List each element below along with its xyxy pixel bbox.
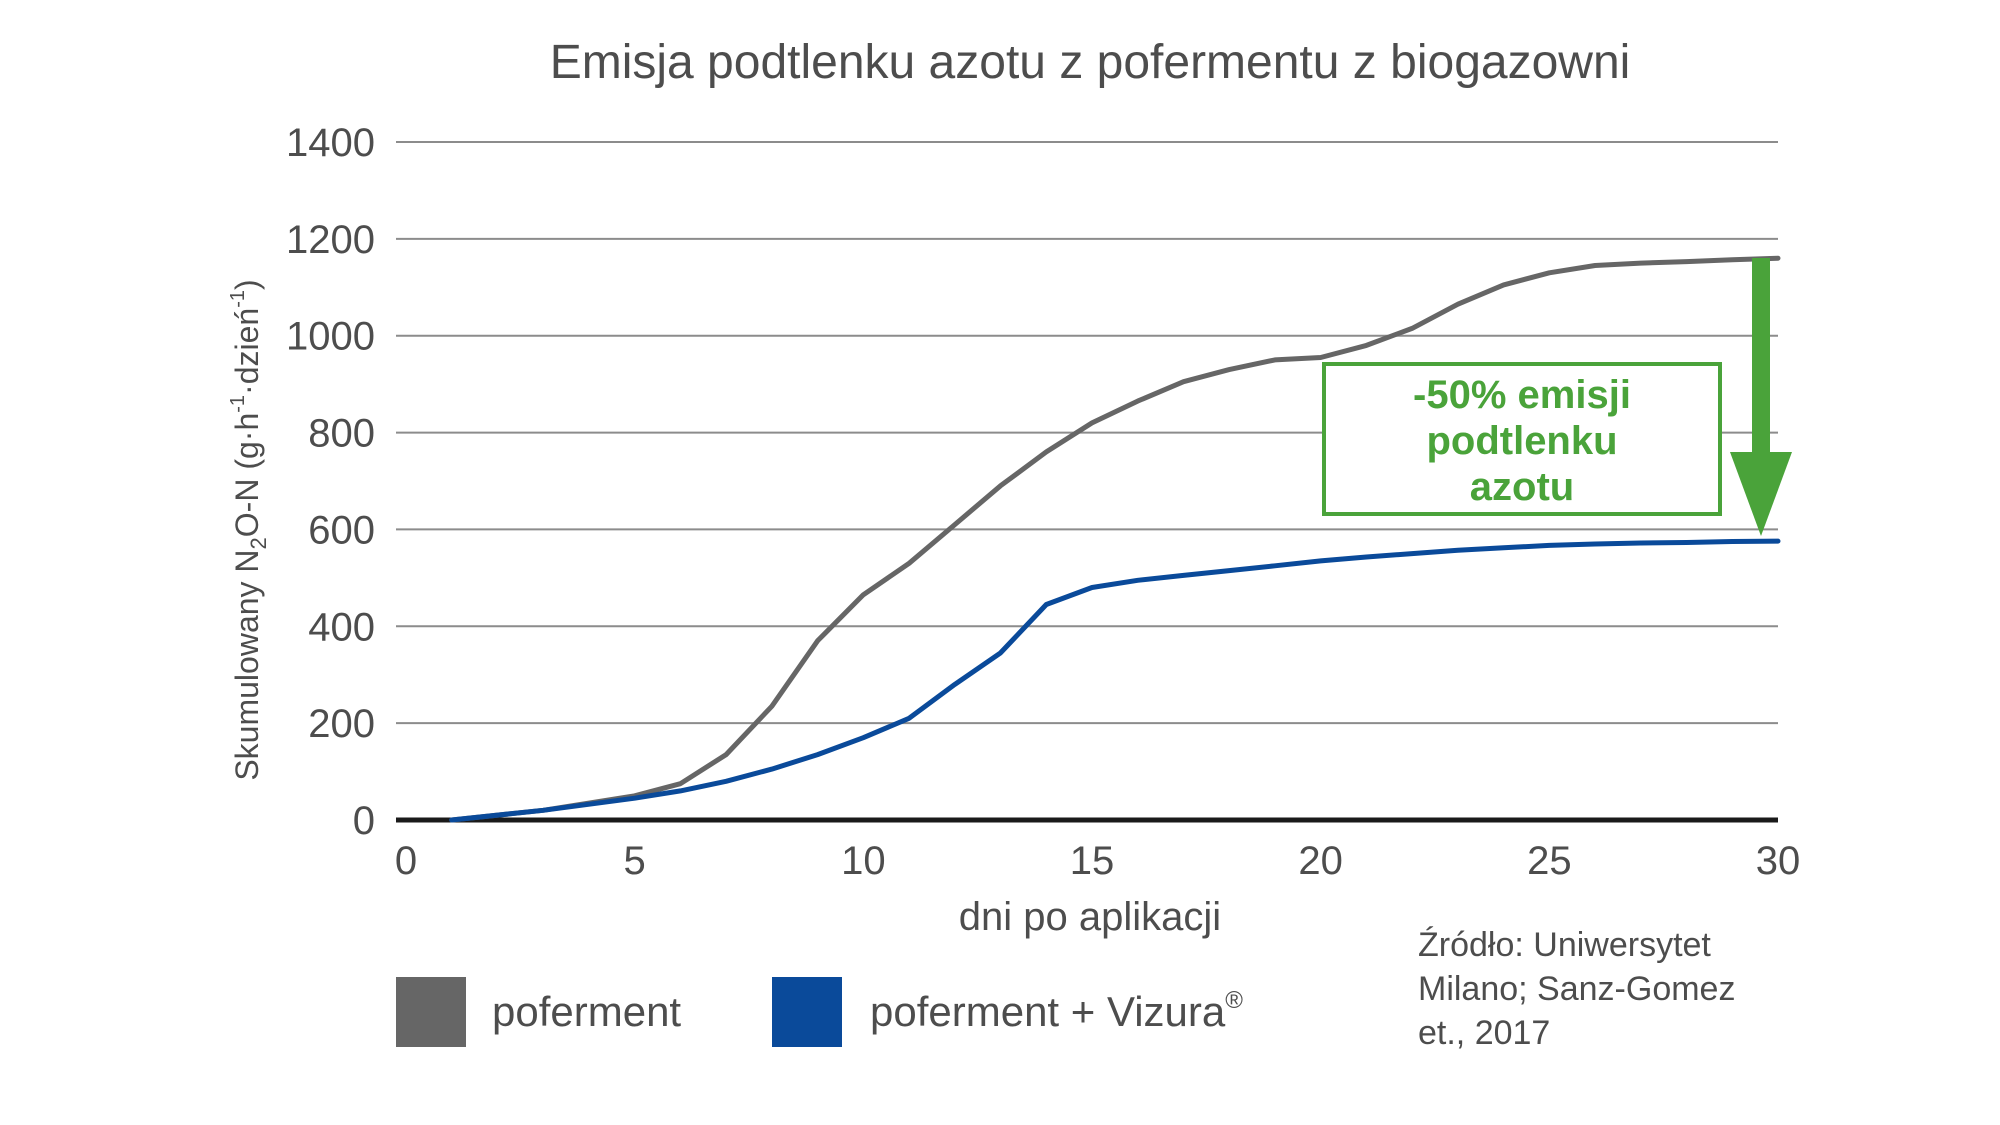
reduction-arrow-icon [1730, 258, 1792, 536]
x-tick-30: 30 [1756, 839, 1801, 883]
annotation-line-1: -50% emisji [1413, 373, 1631, 417]
x-tick-15: 15 [1070, 839, 1115, 883]
legend: poferment poferment + Vizura® [396, 977, 1243, 1047]
y-tick-0: 0 [353, 799, 375, 843]
legend-label-poferment: poferment [492, 988, 681, 1035]
grid [396, 141, 1778, 823]
y-tick-800: 800 [308, 412, 375, 456]
chart-title: Emisja podtlenku azotu z pofermentu z bi… [550, 36, 1631, 89]
series-lines [449, 255, 1781, 823]
y-tick-400: 400 [308, 605, 375, 649]
x-tick-20: 20 [1298, 839, 1343, 883]
y-tick-1200: 1200 [286, 218, 375, 262]
x-tick-0: 0 [395, 839, 417, 883]
y-tick-1400: 1400 [286, 121, 375, 165]
source-note: Źródło: Uniwersytet Milano; Sanz-Gomez e… [1418, 926, 1735, 1052]
y-tick-200: 200 [308, 702, 375, 746]
y-tick-600: 600 [308, 508, 375, 552]
y-tick-labels: 0 200 400 600 800 1000 1200 1400 [286, 121, 375, 843]
x-axis-label: dni po aplikacji [959, 895, 1221, 939]
legend-swatch-poferment-vizura [772, 977, 842, 1047]
x-tick-10: 10 [841, 839, 886, 883]
legend-label-poferment-vizura: poferment + Vizura® [870, 987, 1243, 1035]
source-line-1: Źródło: Uniwersytet [1418, 926, 1711, 964]
legend-swatch-poferment [396, 977, 466, 1047]
source-line-3: et., 2017 [1418, 1014, 1550, 1052]
x-tick-labels: 0 5 10 15 20 25 30 [395, 839, 1800, 883]
y-axis-label: Skumulowany N2O-N (g·h-1·dzień-1) [227, 279, 271, 780]
annotation-box [1322, 362, 1722, 516]
y-tick-1000: 1000 [286, 315, 375, 359]
source-line-2: Milano; Sanz-Gomez [1418, 970, 1735, 1008]
x-tick-5: 5 [624, 839, 646, 883]
annotation-line-3: azotu [1470, 465, 1574, 509]
annotation-line-2: podtlenku [1426, 419, 1617, 463]
series-line-poferment [449, 255, 1781, 823]
x-tick-25: 25 [1527, 839, 1572, 883]
series-line-poferment-vizura [449, 538, 1781, 823]
